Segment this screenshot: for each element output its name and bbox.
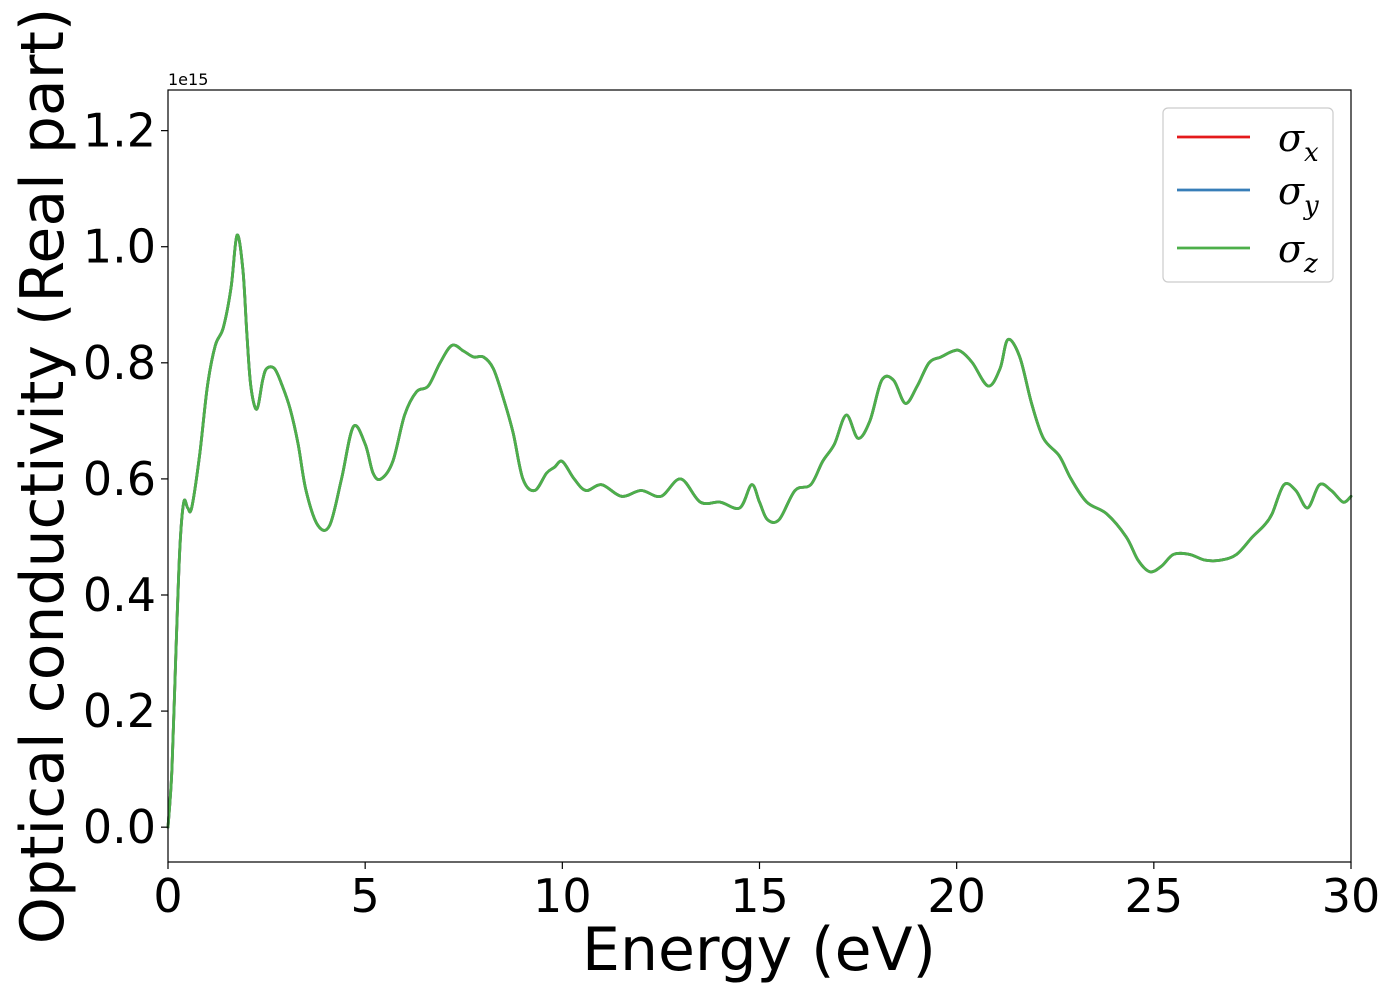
y-offset-text: 1e15 (168, 70, 208, 89)
y-tick-label: 0.2 (83, 684, 156, 738)
x-tick-label: 5 (351, 869, 380, 923)
y-tick-label: 0.8 (83, 336, 156, 390)
series-line-σz (166, 233, 1353, 829)
x-axis-title: Energy (eV) (582, 915, 936, 985)
x-axis: 0 5 10 15 20 25 30 (153, 862, 1380, 923)
y-tick-label: 0.0 (83, 800, 156, 854)
x-tick-label: 20 (927, 869, 986, 923)
legend-frame (1162, 107, 1334, 283)
y-tick-label: 1.2 (83, 104, 156, 158)
y-tick-label: 0.6 (83, 452, 156, 506)
x-tick-label: 10 (533, 869, 592, 923)
x-tick-label: 15 (730, 869, 789, 923)
series-layer (166, 233, 1353, 829)
y-tick-label: 1.0 (83, 220, 156, 274)
x-tick-label: 30 (1322, 869, 1381, 923)
y-axis-title: Optical conductivity (Real part) (8, 8, 78, 945)
y-tick-label: 0.4 (83, 568, 156, 622)
y-axis: 0.0 0.2 0.4 0.6 0.8 1.0 1.2 (83, 104, 168, 854)
x-tick-label: 25 (1125, 869, 1184, 923)
x-tick-label: 0 (153, 869, 182, 923)
